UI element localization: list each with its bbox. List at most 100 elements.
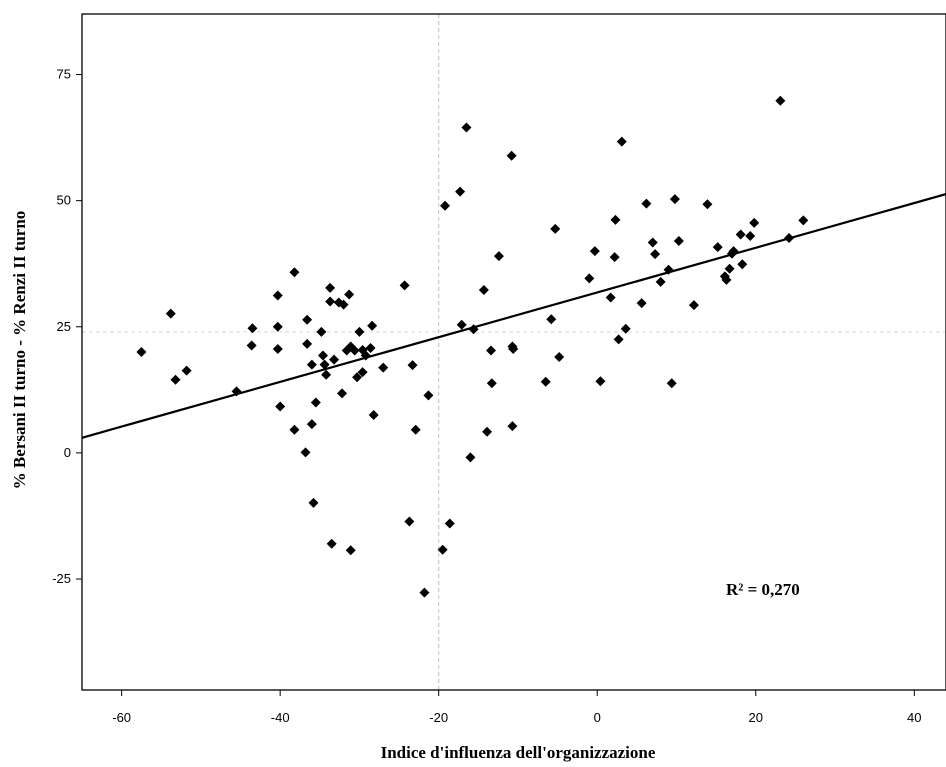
data-point xyxy=(478,284,489,295)
data-point xyxy=(410,424,421,435)
x-tick-label: -60 xyxy=(112,710,131,725)
data-point xyxy=(246,340,257,351)
data-point xyxy=(272,343,283,354)
data-point xyxy=(444,518,455,529)
data-point xyxy=(465,452,476,463)
data-point xyxy=(289,424,300,435)
data-point xyxy=(784,232,795,243)
y-tick-label: 75 xyxy=(57,67,71,82)
data-point xyxy=(663,264,674,275)
data-point xyxy=(378,362,389,373)
data-point xyxy=(647,237,658,248)
data-point xyxy=(735,229,746,240)
data-point xyxy=(407,360,418,371)
y-axis: -25 0 25 50 75 xyxy=(52,67,82,586)
reference-lines xyxy=(82,14,946,690)
data-point xyxy=(712,242,723,253)
data-point xyxy=(655,276,666,287)
data-point xyxy=(302,314,313,325)
data-point xyxy=(616,136,627,147)
data-point xyxy=(136,347,147,357)
data-point xyxy=(310,397,321,408)
data-point xyxy=(360,350,371,361)
data-point xyxy=(399,280,410,291)
y-tick-label: -25 xyxy=(52,571,71,586)
data-point xyxy=(798,215,809,226)
data-point xyxy=(272,290,283,301)
data-point xyxy=(688,300,699,311)
data-point xyxy=(165,308,176,319)
data-point xyxy=(636,298,647,309)
data-point xyxy=(546,314,557,325)
x-tick-label: 20 xyxy=(749,710,763,725)
data-point xyxy=(302,338,313,349)
x-axis-title: Indice d'influenza dell'organizzazione xyxy=(381,743,656,762)
data-point xyxy=(613,334,624,345)
data-point xyxy=(745,230,756,241)
data-point xyxy=(737,259,748,270)
data-point xyxy=(669,194,680,205)
data-point xyxy=(325,296,336,307)
x-axis: -60 -40 -20 0 20 40 xyxy=(112,690,922,725)
data-point xyxy=(275,401,286,412)
data-point xyxy=(595,376,606,387)
data-point xyxy=(338,299,349,310)
data-point xyxy=(352,372,363,383)
data-point xyxy=(365,342,376,353)
data-point xyxy=(308,497,319,508)
data-point xyxy=(702,199,713,210)
data-point xyxy=(468,324,479,335)
data-point xyxy=(181,365,192,376)
data-point xyxy=(329,354,340,365)
data-point xyxy=(589,246,600,257)
y-tick-label: 50 xyxy=(57,193,71,208)
data-point xyxy=(437,544,448,555)
x-tick-label: 40 xyxy=(907,710,921,725)
x-tick-label: -20 xyxy=(429,710,448,725)
data-point xyxy=(605,292,616,303)
data-points xyxy=(136,95,809,598)
data-point xyxy=(300,447,311,458)
data-point xyxy=(367,320,378,331)
plot-frame xyxy=(81,13,946,691)
data-point xyxy=(493,251,504,262)
y-axis-title: % Bersani II turno - % Renzi II turno xyxy=(10,211,29,490)
data-point xyxy=(317,350,328,361)
data-point xyxy=(455,186,466,197)
data-point xyxy=(456,319,467,330)
data-point xyxy=(461,122,472,133)
data-point xyxy=(550,223,561,234)
data-point xyxy=(170,374,181,385)
data-point xyxy=(272,321,283,332)
data-point xyxy=(775,95,786,106)
data-point xyxy=(349,345,360,356)
data-point xyxy=(584,273,595,284)
data-point xyxy=(404,516,415,527)
y-tick-label: 25 xyxy=(57,319,71,334)
r-squared-annotation: R² = 0,270 xyxy=(726,580,800,599)
data-point xyxy=(673,236,684,247)
data-point xyxy=(316,326,327,337)
data-point xyxy=(306,359,317,370)
data-point xyxy=(540,376,551,387)
data-point xyxy=(423,390,434,401)
data-point xyxy=(507,421,518,432)
data-point xyxy=(641,198,652,209)
x-tick-label: 0 xyxy=(594,710,601,725)
data-point xyxy=(610,214,621,225)
data-point xyxy=(650,249,661,260)
data-point xyxy=(344,289,355,300)
x-tick-label: -40 xyxy=(271,710,290,725)
data-point xyxy=(440,200,451,211)
data-point xyxy=(368,410,379,421)
data-point xyxy=(231,386,242,397)
data-point xyxy=(486,378,497,389)
data-point xyxy=(321,369,332,380)
y-tick-label: 0 xyxy=(64,445,71,460)
data-point xyxy=(666,378,677,389)
data-point xyxy=(554,352,565,363)
data-point xyxy=(620,323,631,334)
data-point xyxy=(247,323,258,334)
data-point xyxy=(357,367,368,378)
data-point xyxy=(721,274,732,285)
